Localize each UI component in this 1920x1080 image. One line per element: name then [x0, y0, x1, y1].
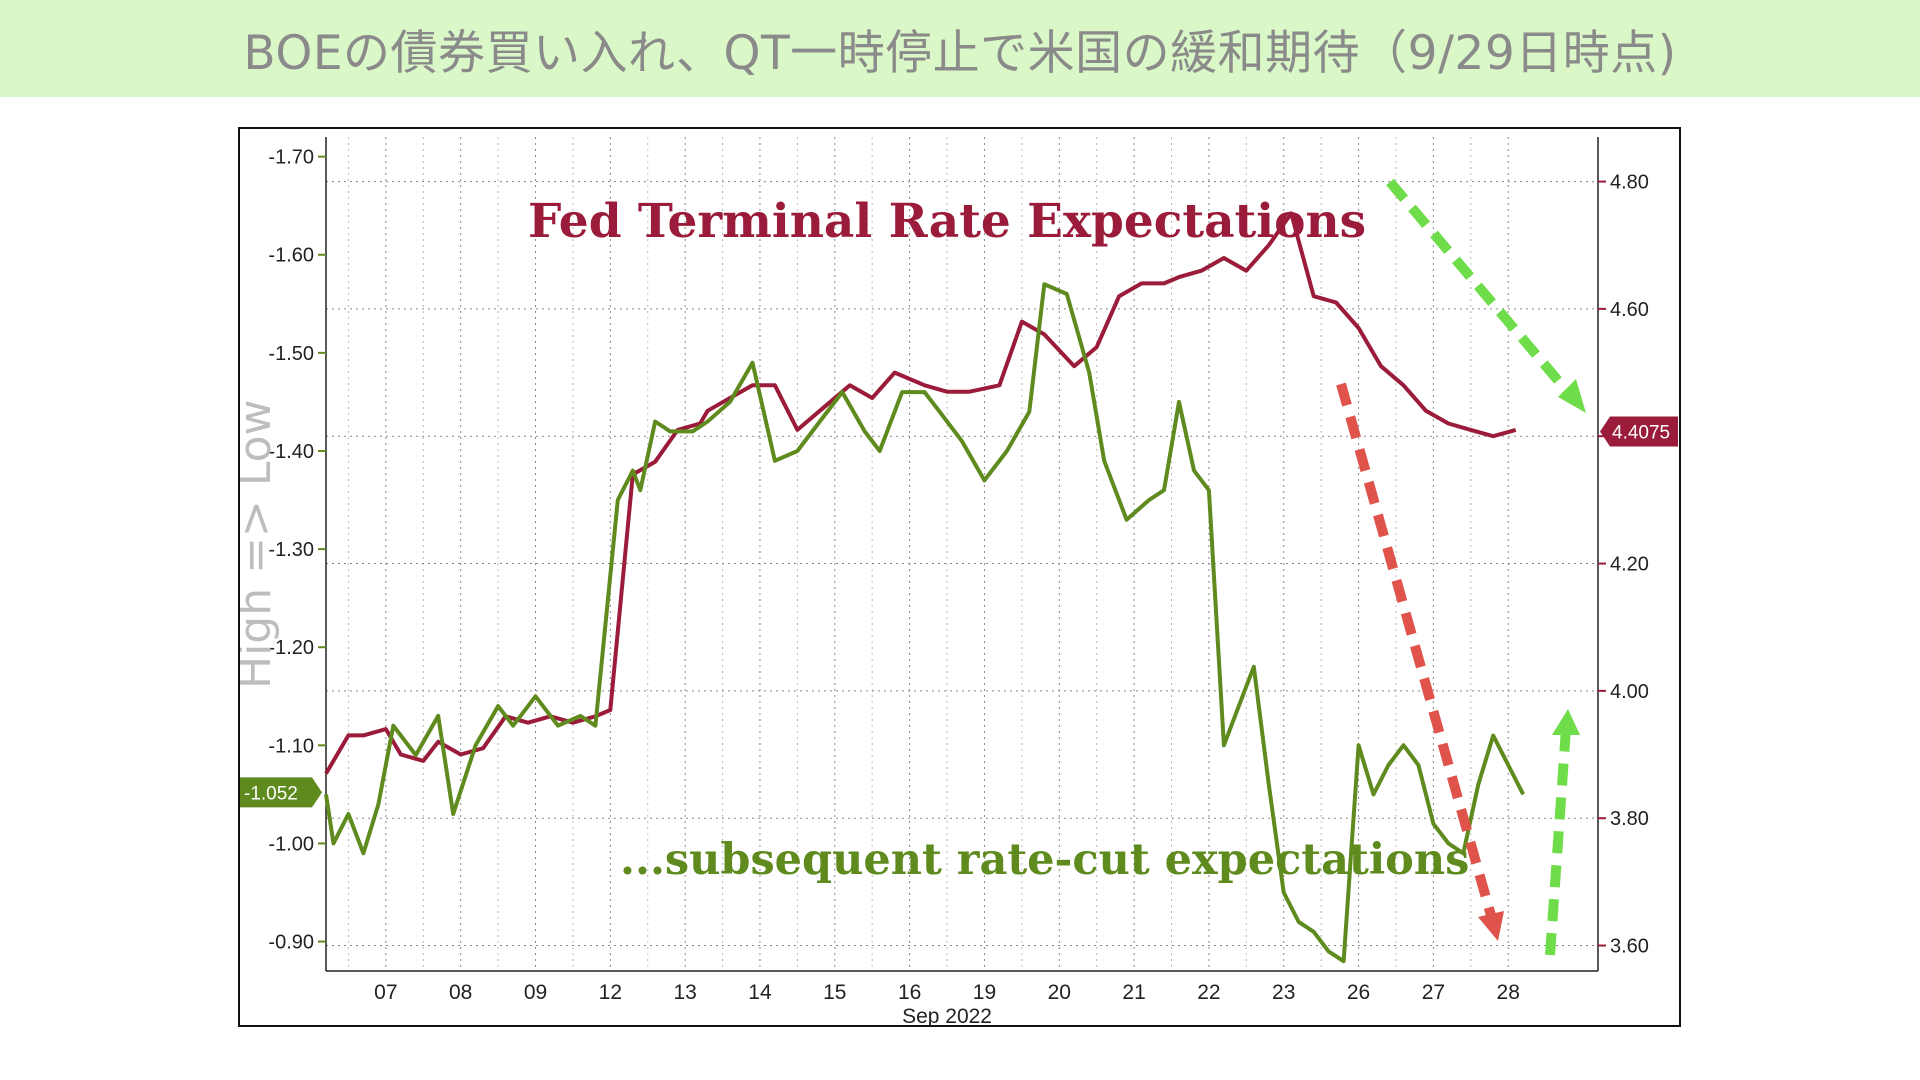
right-tick-label: 4.00	[1610, 681, 1649, 703]
badges-layer: -1.052 4.4075	[240, 416, 1678, 808]
left-tick-label: -1.10	[268, 735, 314, 757]
x-tick-label: 15	[823, 981, 846, 1004]
x-tick-label: 22	[1197, 981, 1220, 1004]
arrow-layer	[1336, 178, 1586, 956]
x-tick-label: 09	[524, 981, 547, 1004]
right-tick-label: 4.80	[1610, 172, 1649, 194]
rate-cut-expectations-annotation: ...subsequent rate-cut expectations	[620, 835, 1469, 885]
x-tick-label: 13	[673, 981, 696, 1004]
x-tick-label: 21	[1122, 981, 1145, 1004]
x-tick-label: 12	[599, 981, 622, 1004]
left-badge-shape	[240, 777, 322, 808]
y-left-axis-label: High => Low	[240, 400, 281, 689]
left-tick-label: -0.90	[268, 932, 314, 954]
x-tick-label: 19	[973, 981, 996, 1004]
rate-cut-expectations-line	[324, 282, 1525, 964]
green-up-arrowhead-icon	[1552, 709, 1580, 735]
x-tick-label: 26	[1347, 981, 1370, 1004]
x-tick-label: 23	[1272, 981, 1295, 1004]
green-down-arrow-line	[1386, 178, 1576, 401]
axes-layer: 07 08 09 12 13 14 15 16 19 20 21 22 23 26 27 28 Sep 2022…	[268, 137, 1649, 1025]
x-tick-label: 14	[748, 981, 772, 1004]
left-tick-label: -1.50	[268, 343, 314, 365]
left-tick-label: -1.40	[268, 441, 314, 463]
page-title: BOEの債券買い入れ、QT一時停止で米国の緩和期待（9/29日時点)	[243, 26, 1677, 81]
right-tick-label: 3.80	[1610, 808, 1649, 830]
left-tick-label: -1.70	[268, 147, 314, 169]
title-banner: BOEの債券買い入れ、QT一時停止で米国の緩和期待（9/29日時点)	[0, 0, 1920, 97]
series-layer	[324, 211, 1525, 964]
right-last-value-badge: 4.4075	[1600, 416, 1678, 447]
x-tick-label: 07	[374, 981, 397, 1004]
red-down-arrowhead-icon	[1478, 911, 1504, 941]
x-tick-label: 27	[1422, 981, 1445, 1004]
x-tick-label: 16	[898, 981, 921, 1004]
x-axis-label: Sep 2022	[902, 1005, 992, 1025]
right-tick-label: 4.20	[1610, 554, 1649, 576]
green-down-arrowhead-icon	[1558, 379, 1586, 413]
left-tick-label: -1.30	[268, 539, 314, 561]
left-tick-label: -1.00	[268, 833, 314, 855]
left-last-value-badge: -1.052	[240, 777, 322, 808]
line-chart: 07 08 09 12 13 14 15 16 19 20 21 22 23 26 27 28 Sep 2022…	[240, 137, 1678, 1025]
right-tick-label: 3.60	[1610, 936, 1649, 958]
right-tick-label: 4.60	[1610, 299, 1649, 321]
x-tick-label: 20	[1048, 981, 1071, 1004]
green-up-arrow-line	[1545, 728, 1571, 956]
right-last-value-label: 4.4075	[1612, 422, 1670, 443]
grid-layer	[326, 137, 1598, 971]
x-tick-label: 28	[1497, 981, 1520, 1004]
right-badge-shape	[1600, 416, 1678, 447]
fed-terminal-rate-title: Fed Terminal Rate Expectations	[528, 194, 1366, 249]
fed-terminal-rate-line	[324, 211, 1517, 775]
left-last-value-label: -1.052	[244, 783, 298, 804]
chart-frame: 07 08 09 12 13 14 15 16 19 20 21 22 23 26 27 28 Sep 2022…	[238, 127, 1681, 1027]
x-tick-label: 08	[449, 981, 472, 1004]
red-down-arrow-line	[1336, 382, 1497, 921]
left-tick-label: -1.20	[268, 637, 314, 659]
left-tick-label: -1.60	[268, 245, 314, 267]
